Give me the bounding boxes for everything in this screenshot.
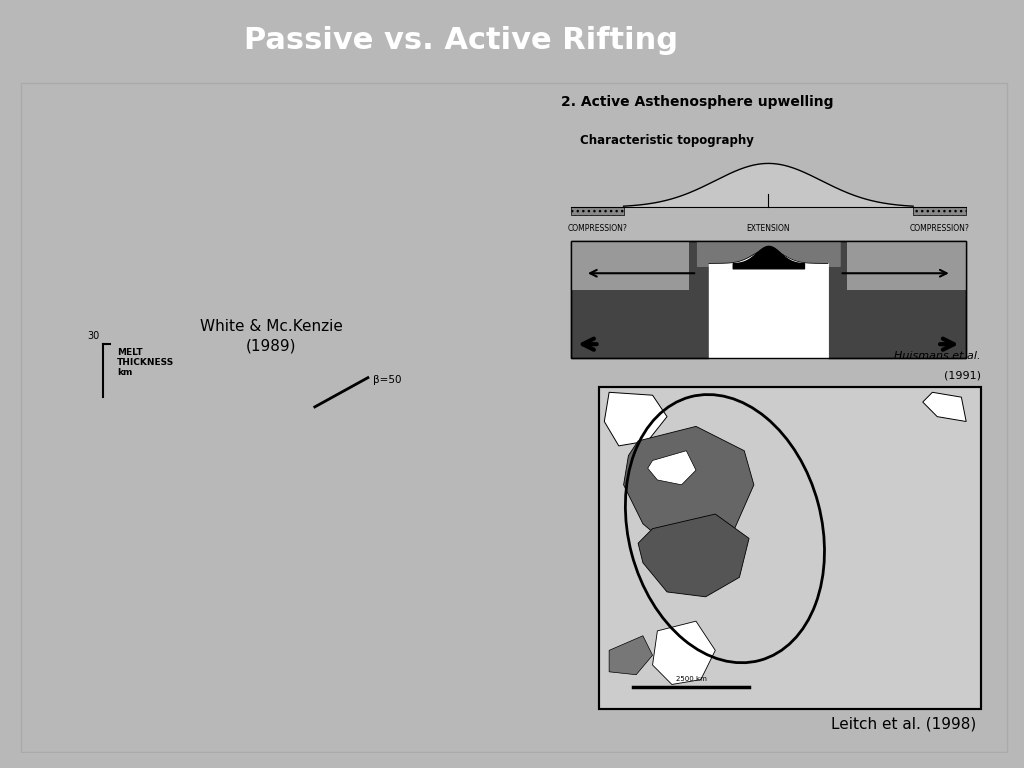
Text: COMPRESSION?: COMPRESSION? [909,224,970,233]
Bar [570,241,967,358]
Polygon shape [624,426,754,553]
Bar [848,241,967,290]
Text: Passive vs. Active Rifting: Passive vs. Active Rifting [244,26,678,55]
Polygon shape [609,636,652,675]
Polygon shape [604,392,667,446]
Text: White & Mc.Kenzie: White & Mc.Kenzie [200,319,343,334]
Bar [570,241,689,290]
Bar [599,387,981,709]
Text: β=50: β=50 [373,375,401,385]
Text: Characteristic topography: Characteristic topography [581,134,754,147]
Polygon shape [638,514,749,597]
Text: COMPRESSION?: COMPRESSION? [567,224,627,233]
Bar [599,387,981,709]
Text: 2500 km: 2500 km [676,676,707,681]
Bar [913,207,967,215]
Text: (1991): (1991) [944,371,981,381]
Text: MELT
THICKNESS
km: MELT THICKNESS km [117,348,174,378]
Text: 30: 30 [87,331,99,341]
Text: Leitch et al. (1998): Leitch et al. (1998) [830,717,976,732]
Text: Huismans et al.: Huismans et al. [894,351,981,361]
Polygon shape [923,392,967,422]
Text: (1989): (1989) [246,339,297,353]
Bar [570,241,967,358]
Text: EXTENSION: EXTENSION [746,224,791,233]
Polygon shape [648,451,696,485]
Bar [570,207,624,215]
Polygon shape [652,621,716,684]
Text: 2. Active Asthenosphere upwelling: 2. Active Asthenosphere upwelling [561,95,834,109]
